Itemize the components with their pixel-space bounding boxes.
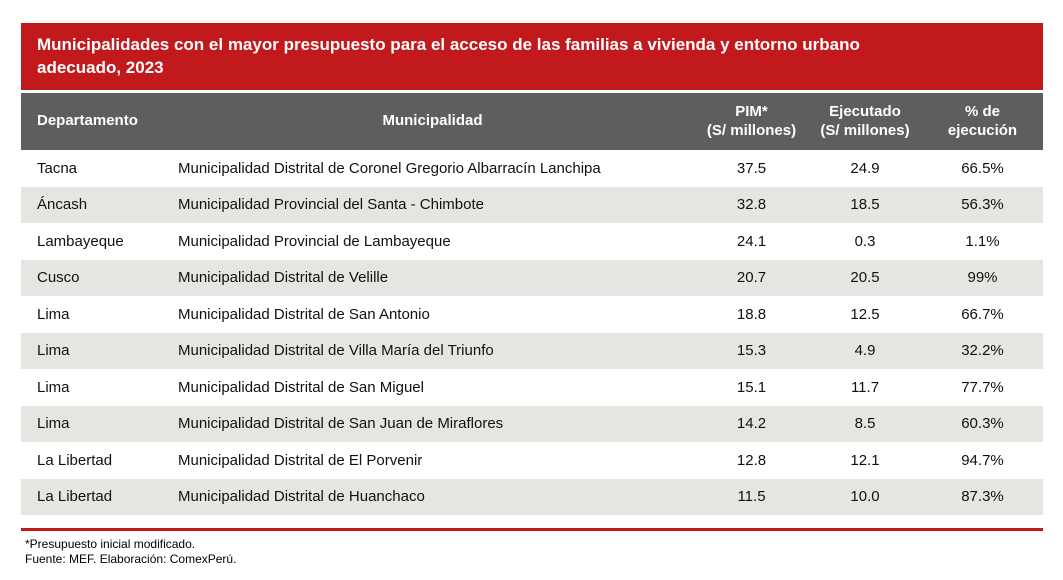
footnotes: *Presupuesto inicial modificado. Fuente:… [21, 537, 1043, 567]
cell-pim: 11.5 [737, 488, 766, 506]
cell-departamento: Lima [37, 378, 70, 396]
cell-municipalidad: Municipalidad Distrital de Velille [178, 269, 389, 287]
footnote-source: Fuente: MEF. Elaboración: ComexPerú. [25, 552, 237, 566]
cell-pct: 66.5% [961, 159, 1004, 177]
table-body: Tacna Municipalidad Distrital de Coronel… [21, 150, 1043, 515]
cell-departamento: Lambayeque [37, 232, 124, 250]
header-pim: PIM* (S/ millones) [706, 102, 797, 139]
cell-municipalidad: Municipalidad Provincial de Lambayeque [178, 232, 451, 250]
header-departamento: Departamento [37, 112, 138, 130]
cell-pct: 87.3% [961, 488, 1004, 506]
header-municipalidad: Municipalidad [382, 112, 483, 130]
cell-ejecutado: 18.5 [850, 196, 880, 214]
budget-table: Departamento Municipalidad PIM* (S/ mill… [21, 93, 1043, 515]
footnote-pim: *Presupuesto inicial modificado. [25, 537, 196, 551]
cell-pct: 1.1% [965, 232, 1000, 250]
cell-departamento: Lima [37, 342, 70, 360]
table-row: La Libertad Municipalidad Distrital de E… [21, 442, 1043, 479]
cell-ejecutado: 8.5 [854, 415, 876, 433]
cell-ejecutado: 12.1 [850, 451, 880, 469]
cell-municipalidad: Municipalidad Distrital de Villa María d… [178, 342, 494, 360]
table-row: Lima Municipalidad Distrital de San Juan… [21, 405, 1043, 442]
table-row: Lima Municipalidad Distrital de Villa Ma… [21, 332, 1043, 369]
cell-pim: 12.8 [736, 451, 767, 469]
cell-pim: 20.7 [736, 269, 767, 287]
cell-pim: 18.8 [736, 305, 767, 323]
cell-departamento: Cusco [37, 269, 80, 287]
cell-municipalidad: Municipalidad Distrital de Huanchaco [178, 488, 425, 506]
table-row: Tacna Municipalidad Distrital de Coronel… [21, 150, 1043, 187]
divider-line [21, 528, 1043, 531]
table-row: Áncash Municipalidad Provincial del Sant… [21, 186, 1043, 223]
cell-ejecutado: 0.3 [854, 232, 876, 250]
cell-ejecutado: 24.9 [850, 159, 880, 177]
cell-departamento: Lima [37, 305, 70, 323]
cell-municipalidad: Municipalidad Distrital de El Porvenir [178, 451, 423, 469]
cell-pim: 14.2 [736, 415, 767, 433]
table-header-row: Departamento Municipalidad PIM* (S/ mill… [21, 93, 1043, 150]
table-row: Cusco Municipalidad Distrital de Velille… [21, 259, 1043, 296]
header-ejecutado: Ejecutado (S/ millones) [820, 102, 910, 139]
title-banner: Municipalidades con el mayor presupuesto… [21, 23, 1043, 90]
cell-departamento: Lima [37, 415, 70, 433]
cell-ejecutado: 12.5 [850, 305, 880, 323]
cell-ejecutado: 4.9 [854, 342, 876, 360]
cell-pim: 15.3 [736, 342, 767, 360]
cell-municipalidad: Municipalidad Provincial del Santa - Chi… [178, 196, 484, 214]
cell-pct: 32.2% [961, 342, 1004, 360]
cell-ejecutado: 20.5 [850, 269, 880, 287]
cell-pct: 56.3% [961, 196, 1004, 214]
cell-departamento: Tacna [37, 159, 78, 177]
cell-pim: 37.5 [736, 159, 767, 177]
chart-title-line1: Municipalidades con el mayor presupuesto… [37, 35, 860, 55]
table-row: Lima Municipalidad Distrital de San Migu… [21, 369, 1043, 406]
chart-title-line2: adecuado, 2023 [37, 57, 164, 77]
cell-ejecutado: 11.7 [850, 378, 880, 396]
cell-municipalidad: Municipalidad Distrital de San Antonio [178, 305, 430, 323]
cell-pct: 60.3% [961, 415, 1004, 433]
cell-pct: 94.7% [961, 451, 1004, 469]
cell-pim: 32.8 [736, 196, 767, 214]
cell-departamento: Áncash [37, 196, 88, 214]
cell-municipalidad: Municipalidad Distrital de Coronel Grego… [178, 159, 601, 177]
cell-ejecutado: 10.0 [850, 488, 880, 506]
table-row: Lambayeque Municipalidad Provincial de L… [21, 223, 1043, 260]
cell-departamento: La Libertad [37, 488, 113, 506]
cell-pct: 99% [967, 269, 998, 287]
cell-pim: 24.1 [736, 232, 767, 250]
cell-pct: 77.7% [961, 378, 1004, 396]
infographic: Municipalidades con el mayor presupuesto… [21, 23, 1043, 567]
cell-pct: 66.7% [961, 305, 1004, 323]
cell-municipalidad: Municipalidad Distrital de San Miguel [178, 378, 424, 396]
header-pct-ejecucion: % de ejecución [947, 102, 1018, 139]
cell-municipalidad: Municipalidad Distrital de San Juan de M… [178, 415, 504, 433]
cell-pim: 15.1 [736, 378, 767, 396]
table-row: Lima Municipalidad Distrital de San Anto… [21, 296, 1043, 333]
chart-title: Municipalidades con el mayor presupuesto… [37, 34, 860, 79]
table-row: La Libertad Municipalidad Distrital de H… [21, 478, 1043, 515]
cell-departamento: La Libertad [37, 451, 113, 469]
